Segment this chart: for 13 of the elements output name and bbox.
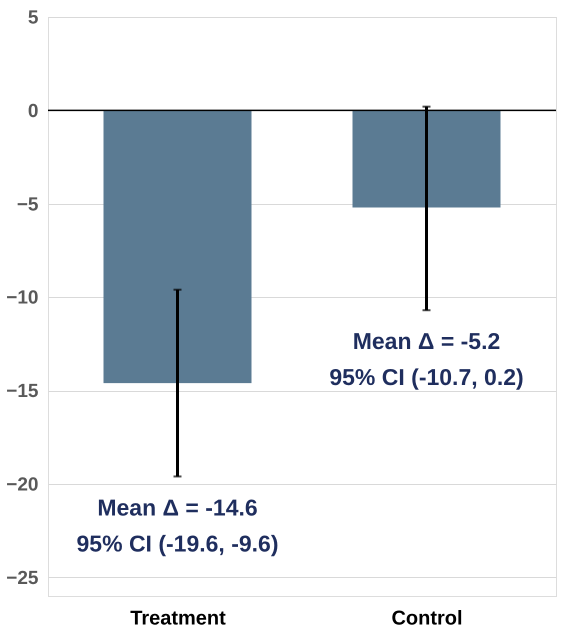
y-tick-label: −15 [6, 381, 39, 402]
annotation: Mean Δ = -14.6 [97, 494, 258, 520]
annotation: Mean Δ = -5.2 [352, 328, 500, 354]
y-tick-label: −5 [16, 194, 39, 216]
annotation: 95% CI (-19.6, -9.6) [76, 530, 278, 556]
annotation: 95% CI (-10.7, 0.2) [329, 364, 524, 390]
y-tick-label: −20 [6, 474, 38, 496]
y-tick-label: −25 [6, 568, 39, 589]
y-tick-label: 0 [28, 100, 38, 122]
y-tick-label: −10 [6, 288, 38, 309]
y-tick-label: 5 [28, 8, 39, 28]
x-tick-label: Treatment [130, 608, 226, 630]
x-tick-label: Control [391, 608, 463, 630]
